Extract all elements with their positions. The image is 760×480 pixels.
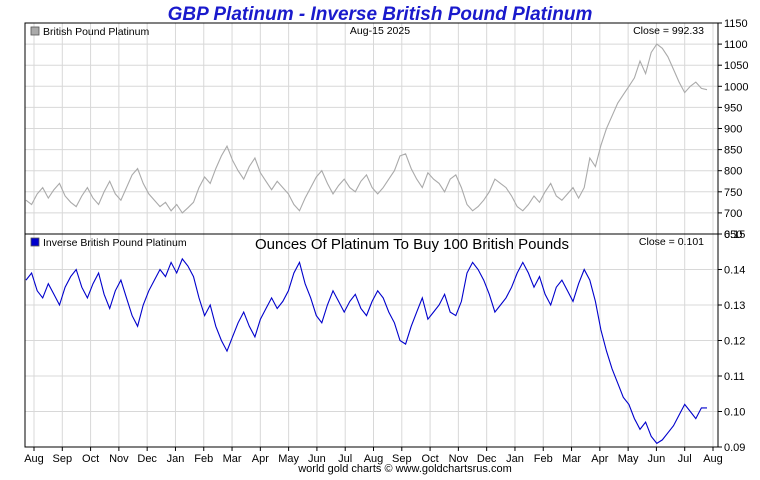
close-label: Close = 992.33 (633, 25, 704, 37)
x-tick-label: Jun (648, 453, 666, 465)
x-tick-label: May (278, 453, 299, 465)
legend-label: Inverse British Pound Platinum (43, 237, 187, 249)
y-tick-label: 0.15 (724, 229, 745, 241)
legend-swatch (30, 26, 40, 36)
inverse-british-pound-platinum-line (25, 257, 707, 445)
y-tick-label: 950 (724, 102, 742, 114)
top-panel: 650 700 750 800 850 900 950 1000 1050 1100 1150 Bri… (24, 18, 748, 241)
x-tick-label: Mar (223, 453, 242, 465)
panel-title: Ounces Of Platinum To Buy 100 British Po… (255, 236, 569, 253)
y-tick-label: 1100 (724, 39, 748, 51)
x-tick-label: Jun (308, 453, 326, 465)
x-tick-label: Apr (591, 453, 608, 465)
x-axis: Aug Sep Oct Nov Dec Jan Feb Mar Apr May Jun Jul Aug S… (24, 447, 723, 465)
y-tick-label: 0.09 (724, 442, 745, 454)
x-tick-label: May (618, 453, 639, 465)
x-tick-label: Mar (562, 453, 581, 465)
x-tick-label: Jul (678, 453, 692, 465)
x-tick-label: Nov (449, 453, 469, 465)
y-tick-label: 650 (724, 229, 742, 241)
y-tick-label: 900 (724, 124, 742, 136)
x-tick-label: Feb (194, 453, 213, 465)
chart-title: GBP Platinum - Inverse British Pound Pla… (168, 4, 593, 25)
legend-swatch (30, 237, 40, 247)
x-tick-label: Feb (534, 453, 553, 465)
x-tick-label: Jan (506, 453, 524, 465)
x-tick-label: Aug (24, 453, 44, 465)
x-tick-label: Apr (252, 453, 269, 465)
x-tick-label: Sep (392, 453, 412, 465)
y-tick-label: 700 (724, 208, 742, 220)
plot-border (24, 233, 719, 448)
close-label: Close = 0.101 (639, 236, 704, 248)
x-tick-label: Aug (703, 453, 723, 465)
x-tick-label: Jul (338, 453, 352, 465)
british-pound-platinum-line (25, 43, 708, 214)
y-tick-label: 750 (724, 187, 742, 199)
x-tick-label: Dec (137, 453, 157, 465)
y-tick-label: 1150 (724, 18, 748, 30)
y-tick-label: 0.11 (724, 371, 745, 383)
x-tick-label: Jan (167, 453, 185, 465)
y-tick-label: 0.10 (724, 407, 745, 419)
y-tick-label: 1000 (724, 81, 748, 93)
x-tick-label: Oct (422, 453, 439, 465)
x-tick-label: Nov (109, 453, 129, 465)
legend-label: British Pound Platinum (43, 26, 149, 38)
bottom-panel: 0.09 0.10 0.11 0.12 0.13 0.14 0.15 Inverse Brit… (24, 229, 745, 454)
y-tick-label: 1050 (724, 60, 748, 72)
date-label: Aug-15 2025 (350, 25, 410, 37)
x-tick-label: Sep (53, 453, 73, 465)
x-tick-label: Oct (82, 453, 99, 465)
y-tick-label: 0.12 (724, 336, 745, 348)
y-tick-label: 850 (724, 145, 742, 157)
chart-footer: world gold charts © www.goldchartsrus.co… (297, 463, 512, 475)
y-tick-label: 800 (724, 166, 742, 178)
x-tick-label: Dec (477, 453, 497, 465)
y-tick-label: 0.14 (724, 265, 745, 277)
x-tick-label: Aug (364, 453, 384, 465)
y-tick-label: 0.13 (724, 300, 745, 312)
